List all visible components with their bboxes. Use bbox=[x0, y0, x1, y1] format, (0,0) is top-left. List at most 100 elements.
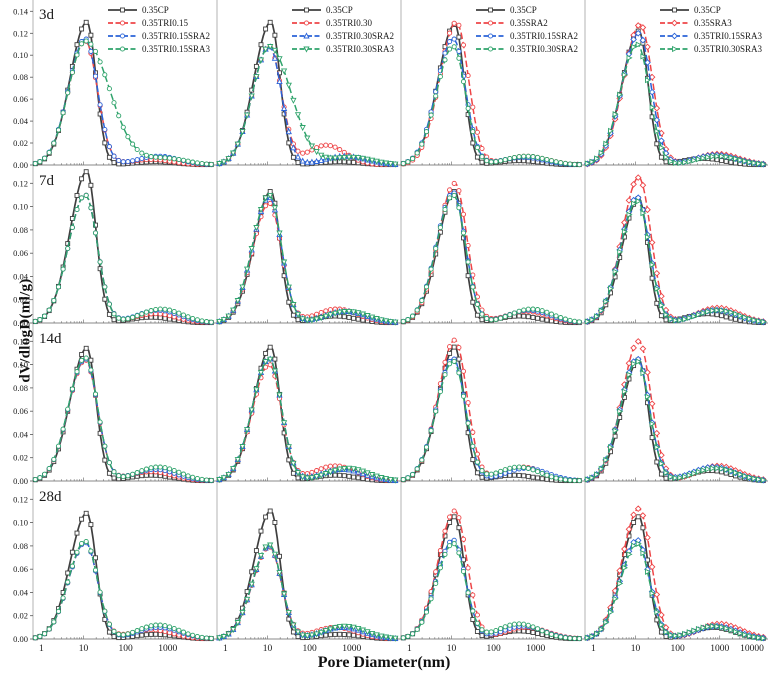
series-0.35TRI0.30SRA2 bbox=[216, 194, 399, 325]
legend-item: 0.35TRI0.15SRA3 bbox=[660, 31, 763, 41]
legend-label: 0.35CP bbox=[142, 5, 169, 15]
series-0.35CP bbox=[584, 357, 766, 484]
x-tick-label: 1000 bbox=[158, 644, 177, 654]
series-0.35TRI0.30SRA3 bbox=[216, 192, 399, 326]
subplot-28d-col2: 1 10 100 1000 bbox=[216, 482, 400, 654]
y-tick-label: 0.08 bbox=[13, 72, 28, 82]
series-0.35TRI0.30SRA3 bbox=[584, 41, 767, 168]
legend-item: 0.35TRI0.30SRA3 bbox=[292, 44, 395, 54]
row-age-label: 14d bbox=[39, 331, 62, 347]
legend-item: 0.35TRI0.15 bbox=[108, 18, 188, 28]
series-0.35CP bbox=[216, 344, 398, 484]
y-tick-label: 0.00 bbox=[13, 318, 28, 328]
subplot-14d-col2 bbox=[216, 324, 400, 484]
series-0.35TRI0.30SRA2 bbox=[400, 358, 582, 484]
series-0.35TRI0.15SRA3 bbox=[32, 538, 214, 641]
series-0.35TRI0.15SRA2 bbox=[32, 540, 214, 642]
legend-label: 0.35TRI0.30SRA3 bbox=[694, 44, 763, 54]
y-tick-label: 0.04 bbox=[13, 271, 29, 281]
series-0.35TRI0.30 bbox=[216, 544, 398, 642]
x-tick-label: 10 bbox=[263, 644, 273, 654]
series-0.35SRA3 bbox=[583, 338, 767, 484]
y-tick-label: 0.04 bbox=[13, 429, 29, 439]
y-tick-label: 0.00 bbox=[13, 160, 28, 170]
series-0.35CP bbox=[584, 514, 766, 641]
row-age-label: 28d bbox=[39, 489, 62, 505]
y-tick-label: 0.10 bbox=[13, 360, 28, 370]
x-tick-label: 1 bbox=[39, 644, 44, 654]
x-tick-label: 100 bbox=[486, 644, 501, 654]
series-0.35TRI0.15SRA2 bbox=[400, 356, 582, 484]
legend-item: 0.35TRI0.30SRA2 bbox=[292, 31, 394, 41]
y-tick-label: 0.04 bbox=[13, 587, 29, 597]
y-tick-label: 0.06 bbox=[13, 94, 28, 104]
series-0.35CP bbox=[216, 508, 398, 642]
x-tick-label: 1000 bbox=[710, 644, 729, 654]
series-0.35CP bbox=[400, 514, 582, 642]
x-tick-label: 10 bbox=[447, 644, 457, 654]
series-0.35TRI0.30SRA2 bbox=[216, 43, 399, 167]
series-0.35TRI0.30SRA2 bbox=[400, 44, 582, 168]
series-0.35TRI0.15 bbox=[32, 540, 214, 642]
series-0.35TRI0.15SRA3 bbox=[32, 38, 214, 167]
x-tick-label: 10000 bbox=[740, 644, 764, 654]
y-tick-label: 0.10 bbox=[13, 50, 28, 60]
series-0.35TRI0.15 bbox=[32, 38, 214, 168]
x-tick-label: 100 bbox=[670, 644, 685, 654]
series-0.35TRI0.15SRA2 bbox=[32, 356, 214, 484]
y-tick-label: 0.08 bbox=[13, 225, 28, 235]
subplot-7d-col1: 0.00 0.02 0.04 0.06 0.08 0.10 0.12 7d bbox=[13, 166, 216, 328]
series-0.35TRI0.30SRA2 bbox=[216, 355, 399, 483]
series-0.35CP bbox=[216, 19, 398, 168]
subplot-14d-col4 bbox=[583, 324, 768, 484]
legend-label: 0.35TRI0.15SRA2 bbox=[510, 31, 578, 41]
series-0.35SRA2 bbox=[400, 180, 582, 326]
subplot-28d-col1: 0.00 0.02 0.04 0.06 0.08 0.10 0.12 28d 1 10 100 100… bbox=[13, 482, 216, 654]
y-tick-label: 0.06 bbox=[13, 564, 28, 574]
subplot-7d-col4 bbox=[583, 166, 768, 326]
y-tick-label: 0.00 bbox=[13, 476, 28, 486]
legend-item: 0.35CP bbox=[108, 5, 169, 15]
subplot-3d-col3: 0.35CP 0.35SRA2 0.35TRI0.15SRA2 0.35TRI0.30… bbox=[400, 0, 584, 168]
y-tick-label: 0.12 bbox=[13, 336, 28, 346]
series-0.35TRI0.30SRA2 bbox=[400, 192, 582, 325]
series-0.35TRI0.15SRA3 bbox=[583, 537, 767, 642]
x-tick-label: 1000 bbox=[526, 644, 545, 654]
legend-item: 0.35TRI0.30 bbox=[292, 18, 372, 28]
legend-label: 0.35TRI0.15SRA3 bbox=[694, 31, 763, 41]
y-tick-label: 0.02 bbox=[13, 611, 28, 621]
legend-label: 0.35TRI0.15SRA3 bbox=[142, 44, 211, 54]
legend-label: 0.35CP bbox=[326, 5, 353, 15]
legend-label: 0.35TRI0.15 bbox=[142, 18, 188, 28]
legend-item: 0.35TRI0.15SRA2 bbox=[476, 31, 578, 41]
y-tick-label: 0.06 bbox=[13, 248, 28, 258]
series-0.35TRI0.30 bbox=[216, 44, 398, 168]
x-tick-label: 1 bbox=[407, 644, 412, 654]
series-0.35CP bbox=[32, 169, 214, 326]
series-0.35CP bbox=[32, 510, 214, 642]
legend-item: 0.35CP bbox=[292, 5, 353, 15]
legend-item: 0.35TRI0.15SRA2 bbox=[108, 31, 210, 41]
y-tick-label: 0.10 bbox=[13, 518, 28, 528]
series-0.35SRA2 bbox=[400, 508, 582, 642]
series-0.35SRA2 bbox=[400, 337, 582, 484]
legend-label: 0.35CP bbox=[694, 5, 721, 15]
legend-label: 0.35SRA2 bbox=[510, 18, 548, 28]
series-0.35TRI0.15SRA2 bbox=[32, 192, 214, 326]
series-0.35TRI0.30SRA3 bbox=[584, 540, 767, 642]
y-tick-label: 0.14 bbox=[13, 6, 29, 16]
subplot-28d-col3: 1 10 100 1000 bbox=[400, 482, 584, 654]
y-tick-label: 0.12 bbox=[13, 28, 28, 38]
y-tick-label: 0.10 bbox=[13, 202, 28, 212]
series-0.35TRI0.30SRA3 bbox=[216, 44, 399, 168]
series-0.35CP bbox=[32, 19, 214, 168]
legend-item: 0.35CP bbox=[660, 5, 721, 15]
legend-item: 0.35TRI0.30SRA2 bbox=[476, 44, 578, 54]
legend-label: 0.35TRI0.30SRA3 bbox=[326, 44, 395, 54]
series-0.35TRI0.15SRA3 bbox=[32, 192, 214, 325]
legend-item: 0.35SRA2 bbox=[476, 18, 548, 28]
x-tick-label: 10 bbox=[79, 644, 89, 654]
y-tick-label: 0.04 bbox=[13, 116, 29, 126]
subplot-3d-col2: 0.35CP 0.35TRI0.30 0.35TRI0.30SRA2 0.35TRI0… bbox=[216, 0, 400, 168]
